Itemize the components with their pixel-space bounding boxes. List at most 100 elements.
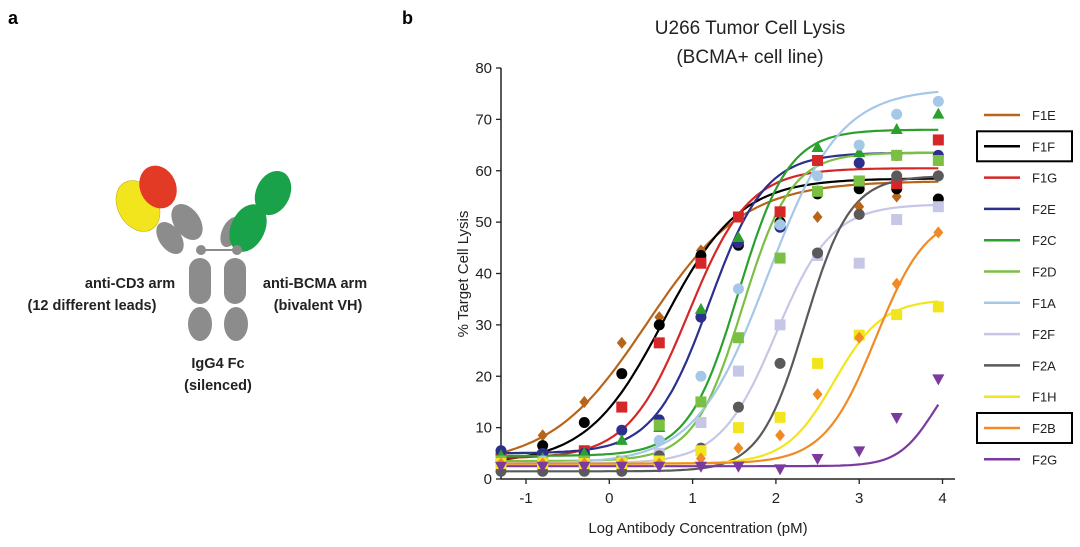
cd3-arm-label: anti-CD3 arm bbox=[85, 276, 175, 292]
data-point-f1g bbox=[653, 337, 665, 349]
data-point-f2c bbox=[853, 146, 866, 158]
data-point-f1e bbox=[854, 200, 865, 213]
data-point-f2d bbox=[891, 149, 903, 161]
x-tick-label: -1 bbox=[519, 490, 532, 507]
legend-label-f2d: F2D bbox=[1032, 265, 1057, 280]
data-point-f2d bbox=[774, 252, 786, 264]
data-point-f2d bbox=[812, 185, 824, 197]
fit-curve-f2d bbox=[501, 151, 939, 463]
data-point-f2a bbox=[891, 170, 903, 182]
x-tick-label: 2 bbox=[772, 490, 780, 507]
data-point-f1a bbox=[695, 370, 707, 382]
data-point-f2g bbox=[578, 461, 591, 473]
legend-label-f2g: F2G bbox=[1032, 452, 1057, 467]
data-point-f1g bbox=[695, 257, 707, 269]
fc-ch2-domain bbox=[189, 258, 211, 304]
fit-curve-f1e bbox=[500, 180, 939, 454]
fit-curve-f1h bbox=[501, 300, 939, 465]
chart-legend: F1E F1F F1G F2E F2C F2D F1A F2F F2A F1H F2B F2G bbox=[976, 108, 1073, 467]
fit-curve-f1a bbox=[500, 90, 939, 465]
cd3-arm-domain bbox=[156, 221, 184, 255]
data-point-f2g bbox=[615, 461, 628, 473]
legend-highlight-box bbox=[976, 412, 1073, 444]
data-point-f1a bbox=[732, 283, 744, 295]
panel-a-letter: a bbox=[8, 8, 19, 28]
cd3-red-domain bbox=[139, 165, 177, 209]
fc-silencing-notch bbox=[212, 319, 224, 331]
data-point-f2e bbox=[616, 424, 628, 436]
x-tick-label: 1 bbox=[688, 490, 696, 507]
data-point-f2b bbox=[775, 429, 786, 442]
data-point-f2a bbox=[812, 247, 824, 259]
y-tick-label: 40 bbox=[475, 266, 492, 283]
data-point-f2b bbox=[812, 388, 823, 401]
data-point-f1a bbox=[932, 95, 944, 107]
data-point-f2f bbox=[853, 257, 865, 269]
data-point-f2g bbox=[494, 461, 508, 473]
data-point-f2a bbox=[732, 401, 744, 413]
data-point-f1f bbox=[653, 319, 665, 331]
data-point-f1h bbox=[812, 357, 824, 369]
data-point-f1g bbox=[932, 134, 944, 146]
data-point-f2c bbox=[932, 107, 945, 119]
legend-label-f1g: F1G bbox=[1032, 171, 1057, 186]
data-point-f1g bbox=[732, 211, 744, 223]
data-point-f2c bbox=[615, 433, 628, 445]
legend-label-f1h: F1H bbox=[1032, 390, 1057, 405]
legend-label-f2a: F2A bbox=[1032, 358, 1056, 373]
data-point-f2g bbox=[536, 461, 549, 473]
fit-curves bbox=[500, 90, 940, 473]
fc-sublabel: (silenced) bbox=[184, 378, 252, 394]
data-point-f1g bbox=[616, 401, 628, 413]
y-axis-label: % Target Cell Lysis bbox=[455, 211, 472, 338]
fc-label: IgG4 Fc bbox=[191, 356, 244, 372]
cd3-arm-domain bbox=[171, 203, 203, 241]
bcma-arm-sublabel: (bivalent VH) bbox=[274, 298, 363, 314]
data-point-f1h bbox=[774, 411, 786, 423]
data-point-f1f bbox=[537, 440, 549, 452]
data-point-f1h bbox=[932, 301, 944, 313]
data-point-f2e bbox=[853, 157, 865, 169]
data-point-f2g bbox=[653, 461, 666, 473]
y-tick-label: 30 bbox=[475, 317, 492, 334]
x-tick-label: 4 bbox=[938, 490, 946, 507]
chart-axes: 0 10 20 30 40 50 60 70 80 -1 0 1 2 3 4 bbox=[475, 60, 955, 507]
chart-subtitle: (BCMA+ cell line) bbox=[676, 47, 823, 68]
fit-curve-f2a bbox=[501, 175, 939, 473]
x-tick-label: 0 bbox=[605, 490, 613, 507]
data-point-f2g bbox=[853, 446, 866, 458]
y-tick-label: 0 bbox=[484, 471, 492, 488]
data-point-f2d bbox=[653, 419, 665, 431]
legend-label-f2e: F2E bbox=[1032, 202, 1056, 217]
data-point-f2b bbox=[695, 452, 706, 465]
legend-label-f2b: F2B bbox=[1032, 421, 1056, 436]
chart-title: U266 Tumor Cell Lysis bbox=[655, 18, 845, 39]
data-point-f2e bbox=[695, 311, 707, 323]
bcma-arm-label: anti-BCMA arm bbox=[263, 276, 367, 292]
legend-label-f1a: F1A bbox=[1032, 296, 1056, 311]
data-point-f2g bbox=[811, 454, 824, 466]
fc-ch3-domain bbox=[224, 307, 248, 341]
data-point-f1e bbox=[812, 210, 823, 224]
fit-curve-f2g bbox=[501, 403, 940, 468]
data-point-f2g bbox=[932, 374, 945, 386]
data-point-f1a bbox=[891, 108, 903, 120]
cd3-arm-sublabel: (12 different leads) bbox=[28, 298, 157, 314]
y-tick-label: 60 bbox=[475, 163, 492, 180]
legend-label-f2f: F2F bbox=[1032, 327, 1055, 342]
bcma-vh-domain bbox=[254, 170, 292, 216]
data-point-f1a bbox=[774, 219, 786, 231]
legend-label-f1e: F1E bbox=[1032, 108, 1056, 123]
y-tick-label: 10 bbox=[475, 420, 492, 437]
legend-label-f1f: F1F bbox=[1032, 139, 1055, 154]
fit-curve-f2e bbox=[501, 151, 939, 455]
data-point-f1h bbox=[732, 422, 744, 434]
data-point-f1e bbox=[579, 395, 590, 408]
data-point-f2f bbox=[774, 319, 786, 331]
data-point-f2c bbox=[732, 230, 745, 242]
data-point-f2d bbox=[695, 396, 707, 408]
data-point-f2a bbox=[932, 170, 944, 182]
legend-label-f2c: F2C bbox=[1032, 233, 1057, 248]
data-point-f2d bbox=[732, 332, 744, 344]
